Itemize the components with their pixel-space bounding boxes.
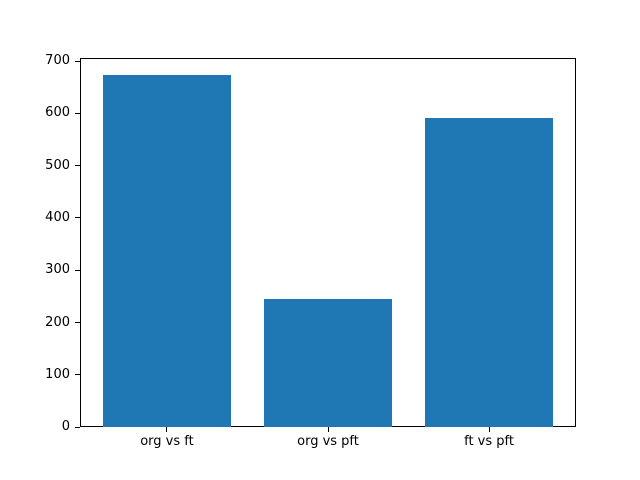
y-tick-label: 100 (45, 366, 70, 382)
y-tick-label: 500 (45, 157, 70, 173)
y-tick-label: 0 (61, 419, 70, 435)
y-tick-label: 400 (45, 209, 70, 225)
y-tick-label: 600 (45, 105, 70, 121)
x-tick-mark (166, 427, 168, 433)
y-tick-label: 300 (45, 262, 70, 278)
x-tick-label: org vs pft (297, 434, 359, 450)
bar-0 (102, 75, 232, 428)
x-tick-label: org vs ft (140, 434, 194, 450)
y-tick-mark (75, 165, 80, 167)
y-tick-label: 700 (45, 53, 70, 69)
y-tick-mark (75, 322, 80, 324)
y-tick-mark (75, 426, 80, 428)
y-tick-mark (75, 374, 80, 376)
bar-1 (263, 299, 393, 428)
x-tick-label: ft vs pft (464, 434, 514, 450)
y-tick-label: 200 (45, 314, 70, 330)
y-tick-mark (75, 112, 80, 114)
x-tick-mark (327, 427, 329, 433)
y-tick-mark (75, 269, 80, 271)
bar-2 (424, 117, 554, 428)
x-tick-mark (488, 427, 490, 433)
y-tick-mark (75, 217, 80, 219)
y-tick-mark (75, 60, 80, 62)
